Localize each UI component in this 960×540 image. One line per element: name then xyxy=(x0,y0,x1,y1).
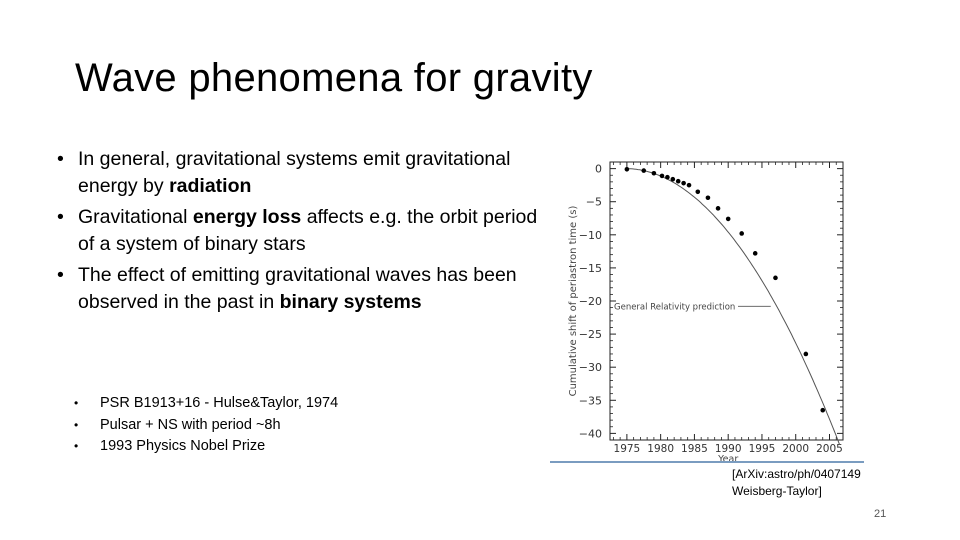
subbullet-text: 1993 Physics Nobel Prize xyxy=(100,438,266,454)
y-tick-label: −15 xyxy=(579,262,602,275)
data-point xyxy=(624,166,630,172)
x-tick-label: 1990 xyxy=(715,443,742,455)
data-point xyxy=(725,216,731,222)
y-tick-label: −40 xyxy=(579,427,602,440)
bullet-dot: • xyxy=(74,439,79,453)
y-tick-label: 0 xyxy=(595,163,602,176)
data-point xyxy=(641,168,647,173)
bullet-item: • The effect of emitting gravitational w… xyxy=(55,262,540,316)
y-tick-label: −20 xyxy=(579,295,602,308)
bullet-list: • In general, gravitational systems emit… xyxy=(55,146,540,320)
y-tick-label: −30 xyxy=(579,361,602,374)
data-point xyxy=(739,231,744,236)
data-point xyxy=(659,173,665,179)
bullet-dot: • xyxy=(57,264,64,286)
data-point xyxy=(820,407,826,413)
data-point xyxy=(681,180,686,186)
data-point xyxy=(651,170,657,176)
subbullet-text: Pulsar + NS with period ~8h xyxy=(100,416,281,433)
data-point xyxy=(695,189,701,195)
data-point xyxy=(715,206,721,211)
bullet-bold-text: energy loss xyxy=(192,206,302,228)
data-point xyxy=(665,174,670,180)
curve-label: General Relativity prediction xyxy=(614,302,735,312)
data-point xyxy=(686,182,692,188)
subbullet-item: • PSR B1913+16 - Hulse&Taylor, 1974 xyxy=(72,393,338,415)
y-axis-label: Cumulative shift of periastron time (s) xyxy=(568,206,579,397)
page-number: 21 xyxy=(874,508,887,520)
data-point xyxy=(675,178,681,184)
subbullet-list: • PSR B1913+16 - Hulse&Taylor, 1974 • Pu… xyxy=(72,393,338,458)
data-point xyxy=(670,176,676,182)
x-axis-label: Year xyxy=(717,454,738,465)
plot-frame xyxy=(609,161,844,441)
subbullet-item: • Pulsar + NS with period ~8h xyxy=(72,415,338,437)
citation-line: Weisberg-Taylor] xyxy=(732,484,822,498)
bullet-bold-text: binary systems xyxy=(279,291,422,313)
citation: [ArXiv:astro/ph/0407149 Weisberg-Taylor] xyxy=(732,466,861,500)
bullet-text: In general, gravitational systems emit g… xyxy=(78,148,511,197)
slide-title: Wave phenomena for gravity xyxy=(75,56,593,100)
periastron-shift-chart: 0 −5 −10 −15 −20 −25 −30 −35 −40 1975 1980 1985 1990… xyxy=(548,150,873,465)
data-point xyxy=(803,351,809,357)
bullet-item: • In general, gravitational systems emit… xyxy=(55,146,540,200)
subbullet-item: • 1993 Physics Nobel Prize xyxy=(72,436,338,458)
bullet-bold-text: radiation xyxy=(169,175,252,197)
bullet-dot: • xyxy=(57,206,64,228)
x-tick-label: 1995 xyxy=(749,443,776,455)
x-tick-label: 2000 xyxy=(782,443,809,455)
bullet-dot: • xyxy=(74,396,79,410)
x-tick-label: 1975 xyxy=(614,443,641,455)
bullet-dot: • xyxy=(57,148,64,170)
y-tick-label: −25 xyxy=(579,328,602,341)
y-tick-label: −5 xyxy=(586,196,602,209)
bullet-text: affects e.g. the orbit period of a syste… xyxy=(78,206,538,255)
x-tick-label: 2005 xyxy=(816,443,843,455)
bullet-dot: • xyxy=(74,417,79,432)
data-point xyxy=(773,275,778,281)
x-tick-label: 1980 xyxy=(647,443,674,455)
citation-line: [ArXiv:astro/ph/0407149 xyxy=(732,467,861,481)
y-tick-label: −35 xyxy=(579,394,602,407)
y-tick-label: −10 xyxy=(579,229,602,242)
bullet-text: Gravitational xyxy=(78,206,193,228)
x-tick-label: 1985 xyxy=(681,443,708,455)
chart-svg: 0 −5 −10 −15 −20 −25 −30 −35 −40 1975 1980 1985 1990… xyxy=(550,161,864,465)
bullet-item: • Gravitational energy loss affects e.g.… xyxy=(55,204,540,258)
subbullet-text: PSR B1913+16 - Hulse&Taylor, 1974 xyxy=(100,395,339,411)
data-point xyxy=(752,251,758,256)
bullet-text: The effect of emitting gravitational wav… xyxy=(78,264,517,313)
data-point xyxy=(705,195,711,201)
